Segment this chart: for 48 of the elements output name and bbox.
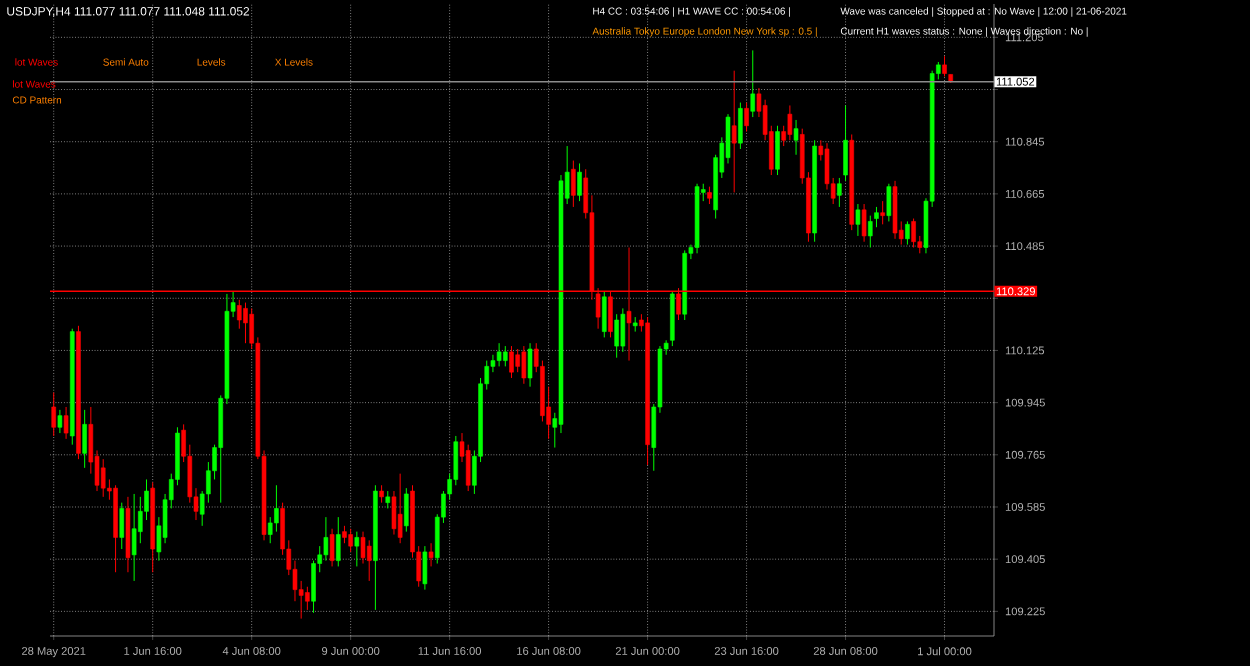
candlestick bbox=[329, 528, 335, 567]
candlestick bbox=[348, 528, 353, 553]
candlestick bbox=[775, 125, 780, 176]
candlestick bbox=[57, 409, 63, 434]
candlestick bbox=[422, 545, 428, 591]
candlestick bbox=[397, 473, 403, 544]
candlestick bbox=[787, 104, 793, 141]
candlestick bbox=[404, 487, 409, 533]
candlestick bbox=[366, 539, 372, 582]
candlestick bbox=[892, 180, 898, 240]
candlestick bbox=[428, 542, 434, 567]
candlestick bbox=[868, 215, 873, 249]
candlestick bbox=[305, 586, 310, 611]
candlestick bbox=[336, 516, 341, 567]
candlestick bbox=[503, 345, 508, 367]
candlestick bbox=[521, 345, 527, 385]
candlestick bbox=[509, 345, 514, 379]
candlestick bbox=[744, 102, 749, 133]
candlestick bbox=[837, 177, 842, 208]
candlestick bbox=[63, 406, 69, 440]
candlestick bbox=[855, 203, 861, 237]
candlestick bbox=[243, 302, 248, 344]
candlestick bbox=[880, 200, 885, 225]
candlestick bbox=[911, 218, 916, 249]
candlestick bbox=[942, 55, 947, 77]
candlestick bbox=[738, 102, 743, 150]
candlestick bbox=[496, 342, 502, 367]
candlestick bbox=[354, 531, 360, 567]
candlestick bbox=[577, 162, 582, 202]
candlestick bbox=[571, 160, 576, 208]
candlestick bbox=[905, 220, 910, 246]
candlestick bbox=[82, 409, 87, 469]
candlestick bbox=[670, 290, 675, 347]
candlestick bbox=[861, 203, 867, 243]
candlestick bbox=[602, 290, 607, 338]
candlestick bbox=[100, 458, 106, 498]
candlestick bbox=[750, 49, 756, 118]
candlestick bbox=[731, 70, 737, 193]
candlestick bbox=[843, 104, 848, 182]
candlestick bbox=[515, 348, 520, 373]
candlestick bbox=[614, 313, 619, 359]
candlestick bbox=[51, 391, 56, 437]
candlestick bbox=[620, 307, 626, 353]
candlestick bbox=[886, 183, 892, 222]
candlestick bbox=[119, 502, 125, 550]
candlestick bbox=[527, 342, 533, 388]
candlestick bbox=[131, 493, 137, 582]
candlestick bbox=[793, 119, 799, 156]
